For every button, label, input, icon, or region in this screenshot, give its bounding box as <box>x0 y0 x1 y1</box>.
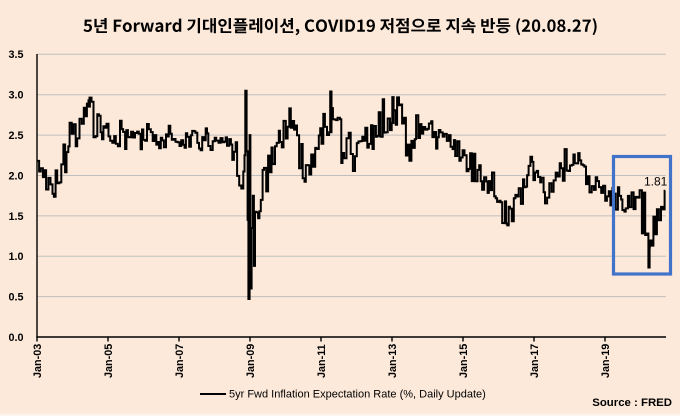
svg-text:Jan-15: Jan-15 <box>458 344 470 378</box>
svg-text:1.5: 1.5 <box>8 211 23 223</box>
svg-text:0.5: 0.5 <box>8 292 23 304</box>
svg-text:Jan-09: Jan-09 <box>245 344 257 378</box>
svg-text:Jan-19: Jan-19 <box>600 344 612 378</box>
svg-text:Jan-07: Jan-07 <box>174 344 186 378</box>
svg-text:Jan-05: Jan-05 <box>103 344 115 378</box>
svg-text:3.5: 3.5 <box>8 49 23 61</box>
svg-text:3.0: 3.0 <box>8 90 23 102</box>
svg-text:Jan-13: Jan-13 <box>387 344 399 378</box>
svg-text:1.81: 1.81 <box>644 175 668 189</box>
svg-text:5yr Fwd Inflation Expectation: 5yr Fwd Inflation Expectation Rate (%, D… <box>229 389 486 401</box>
svg-text:0.0: 0.0 <box>8 332 23 344</box>
svg-text:Jan-11: Jan-11 <box>316 344 328 378</box>
svg-text:1.0: 1.0 <box>8 251 23 263</box>
svg-text:Jan-03: Jan-03 <box>32 344 44 378</box>
svg-text:2.0: 2.0 <box>8 170 23 182</box>
svg-text:Source : FRED: Source : FRED <box>592 397 672 409</box>
svg-text:2.5: 2.5 <box>8 130 23 142</box>
svg-text:Jan-17: Jan-17 <box>529 344 541 378</box>
